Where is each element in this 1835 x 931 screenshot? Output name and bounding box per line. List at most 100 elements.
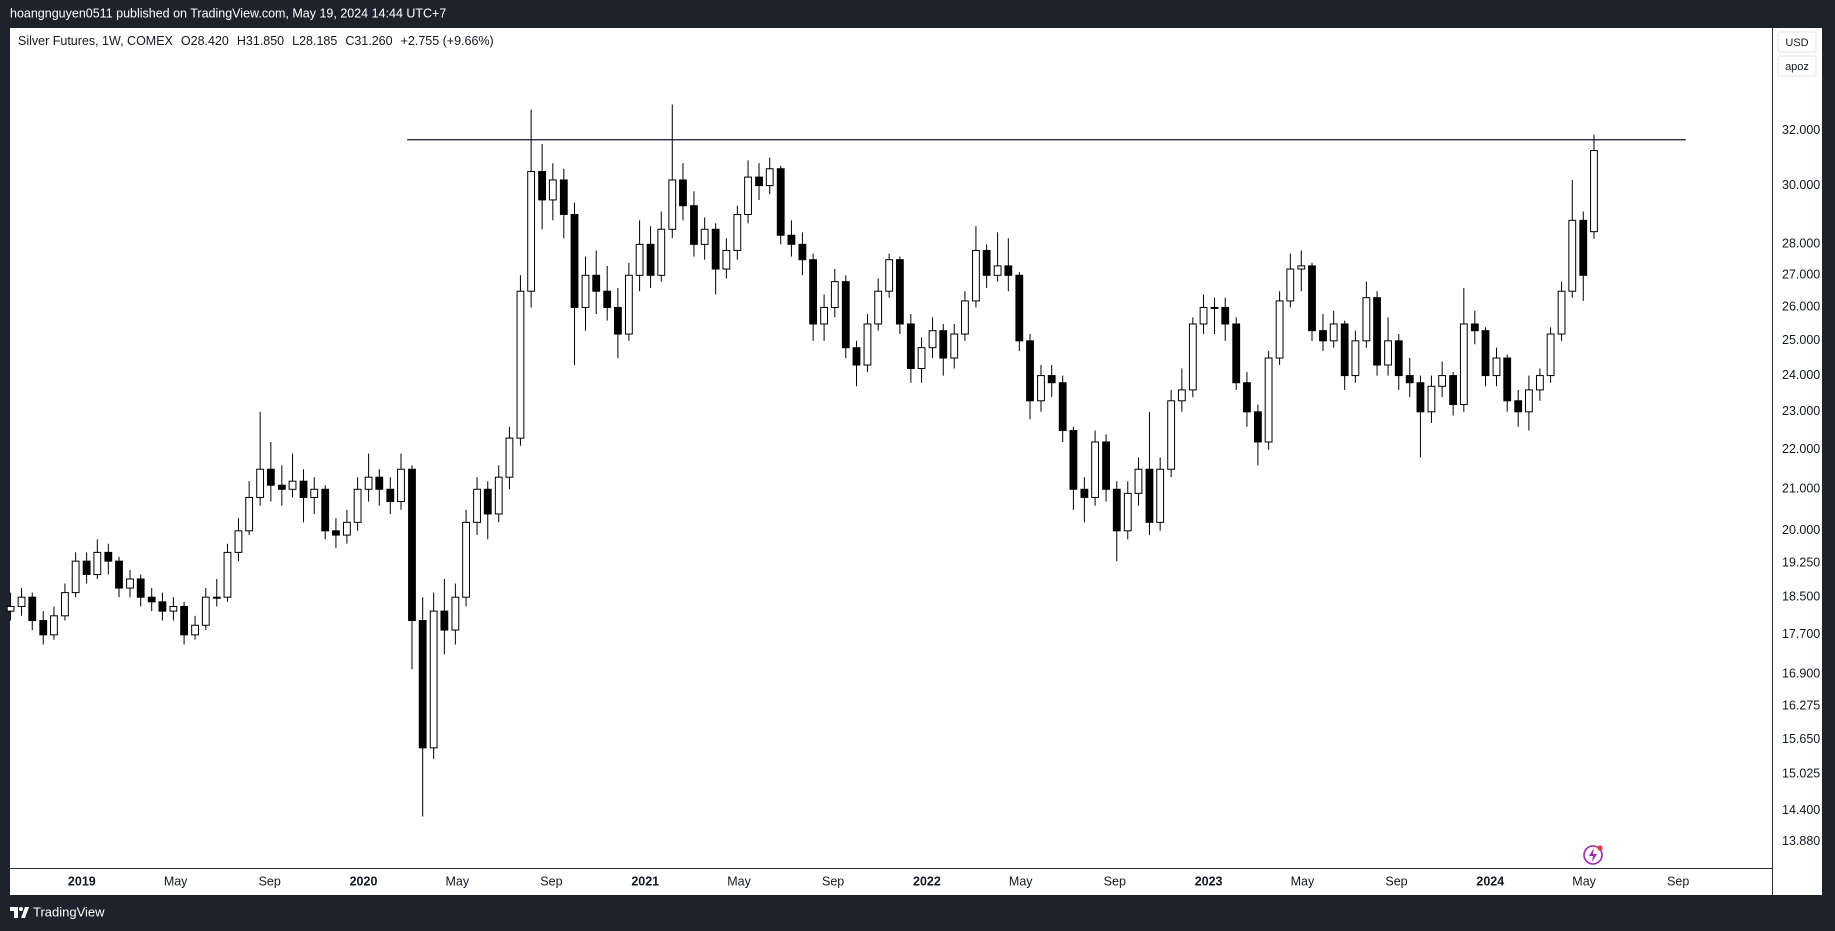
- candle-body: [603, 290, 612, 308]
- alert-dot: [1597, 845, 1603, 851]
- candle: [1535, 368, 1544, 401]
- candle-body: [548, 179, 557, 201]
- x-tick-label: 2023: [1195, 874, 1223, 888]
- candle-body: [408, 468, 416, 622]
- alert-ring: [1583, 845, 1603, 865]
- candle-body: [321, 488, 330, 532]
- candle: [1297, 250, 1306, 292]
- candle-body: [1329, 323, 1338, 342]
- candle: [321, 485, 330, 540]
- candle-body: [982, 249, 991, 276]
- candle-body: [93, 551, 102, 575]
- candle: [429, 592, 438, 759]
- candle: [885, 253, 894, 298]
- candle: [841, 275, 850, 359]
- candle-body: [1351, 340, 1360, 377]
- y-tick-label: 15.025: [1782, 767, 1820, 781]
- candle: [830, 269, 839, 318]
- candle-body: [82, 560, 91, 575]
- candle: [863, 314, 872, 373]
- candle: [71, 552, 80, 598]
- candle-body: [624, 274, 633, 335]
- candle: [375, 469, 384, 506]
- scale-mode-box[interactable]: [1777, 55, 1817, 77]
- candle: [147, 588, 156, 612]
- footer-logo[interactable]: TradingView: [10, 904, 105, 919]
- candle-body: [505, 437, 514, 478]
- candle-body: [147, 596, 156, 603]
- candle-body: [1232, 323, 1241, 384]
- candle-body: [863, 323, 872, 366]
- candle: [1004, 238, 1013, 292]
- candle: [1091, 430, 1099, 506]
- candle: [711, 223, 720, 295]
- candle-body: [104, 551, 113, 562]
- candle-body: [1503, 357, 1512, 402]
- candle: [787, 220, 796, 257]
- candle-body: [418, 620, 427, 749]
- candle: [397, 453, 405, 510]
- currency-box[interactable]: [1777, 31, 1817, 53]
- candle-body: [1362, 297, 1371, 342]
- candle-body: [711, 228, 720, 270]
- candle-body: [256, 468, 265, 498]
- candle-body: [1297, 265, 1306, 270]
- candle-body: [1340, 323, 1349, 377]
- candle-body: [353, 488, 362, 523]
- candle: [1524, 375, 1533, 431]
- candle-body: [288, 480, 297, 490]
- x-tick-label: May: [1572, 874, 1596, 888]
- chart-legend: Silver Futures, 1W, COMEX O28.420 H31.850 L…: [18, 34, 494, 48]
- candle: [451, 583, 460, 645]
- candle: [364, 453, 373, 502]
- x-tick-label: Sep: [1667, 874, 1689, 888]
- candle-body: [451, 596, 460, 631]
- candle: [1243, 372, 1251, 427]
- candle: [1546, 327, 1555, 383]
- candle-body: [1167, 400, 1176, 470]
- candle: [353, 477, 362, 531]
- candle: [1416, 375, 1425, 458]
- candle: [982, 244, 991, 289]
- candle: [1492, 347, 1501, 387]
- alert-icon[interactable]: [1583, 845, 1603, 865]
- candle: [1568, 179, 1577, 298]
- candle-body: [1557, 290, 1566, 335]
- candle-body: [1449, 375, 1458, 405]
- plot: [6, 104, 1686, 817]
- x-tick-label: 2022: [913, 874, 941, 888]
- candle: [126, 570, 134, 598]
- candle: [386, 477, 395, 514]
- candle: [950, 323, 959, 369]
- candle: [1080, 477, 1089, 523]
- x-tick-label: May: [164, 874, 188, 888]
- candle: [1254, 404, 1262, 466]
- candle: [559, 168, 568, 239]
- candle-body: [191, 624, 199, 636]
- candle-body: [1091, 441, 1099, 498]
- candle: [906, 314, 915, 383]
- candle: [50, 606, 58, 640]
- candle: [765, 157, 774, 195]
- candle-body: [527, 171, 536, 292]
- candle: [201, 588, 210, 631]
- candle-body: [874, 290, 883, 325]
- candle: [1319, 314, 1327, 352]
- candle: [1123, 481, 1132, 540]
- candle: [1438, 361, 1447, 398]
- candle-body: [657, 228, 666, 276]
- x-tick-label: May: [1009, 874, 1033, 888]
- y-tick-label: 32.000: [1782, 123, 1820, 137]
- candle-body: [559, 179, 568, 215]
- candle-body: [613, 306, 622, 335]
- candle-body: [1535, 375, 1544, 391]
- candle: [1177, 368, 1186, 412]
- candle-body: [1384, 340, 1392, 366]
- candle: [1579, 211, 1588, 301]
- candle: [1199, 294, 1208, 335]
- candle-body: [516, 290, 525, 439]
- candle-body: [332, 530, 340, 536]
- candle: [744, 160, 752, 224]
- candle: [1264, 351, 1273, 450]
- candle: [245, 481, 254, 536]
